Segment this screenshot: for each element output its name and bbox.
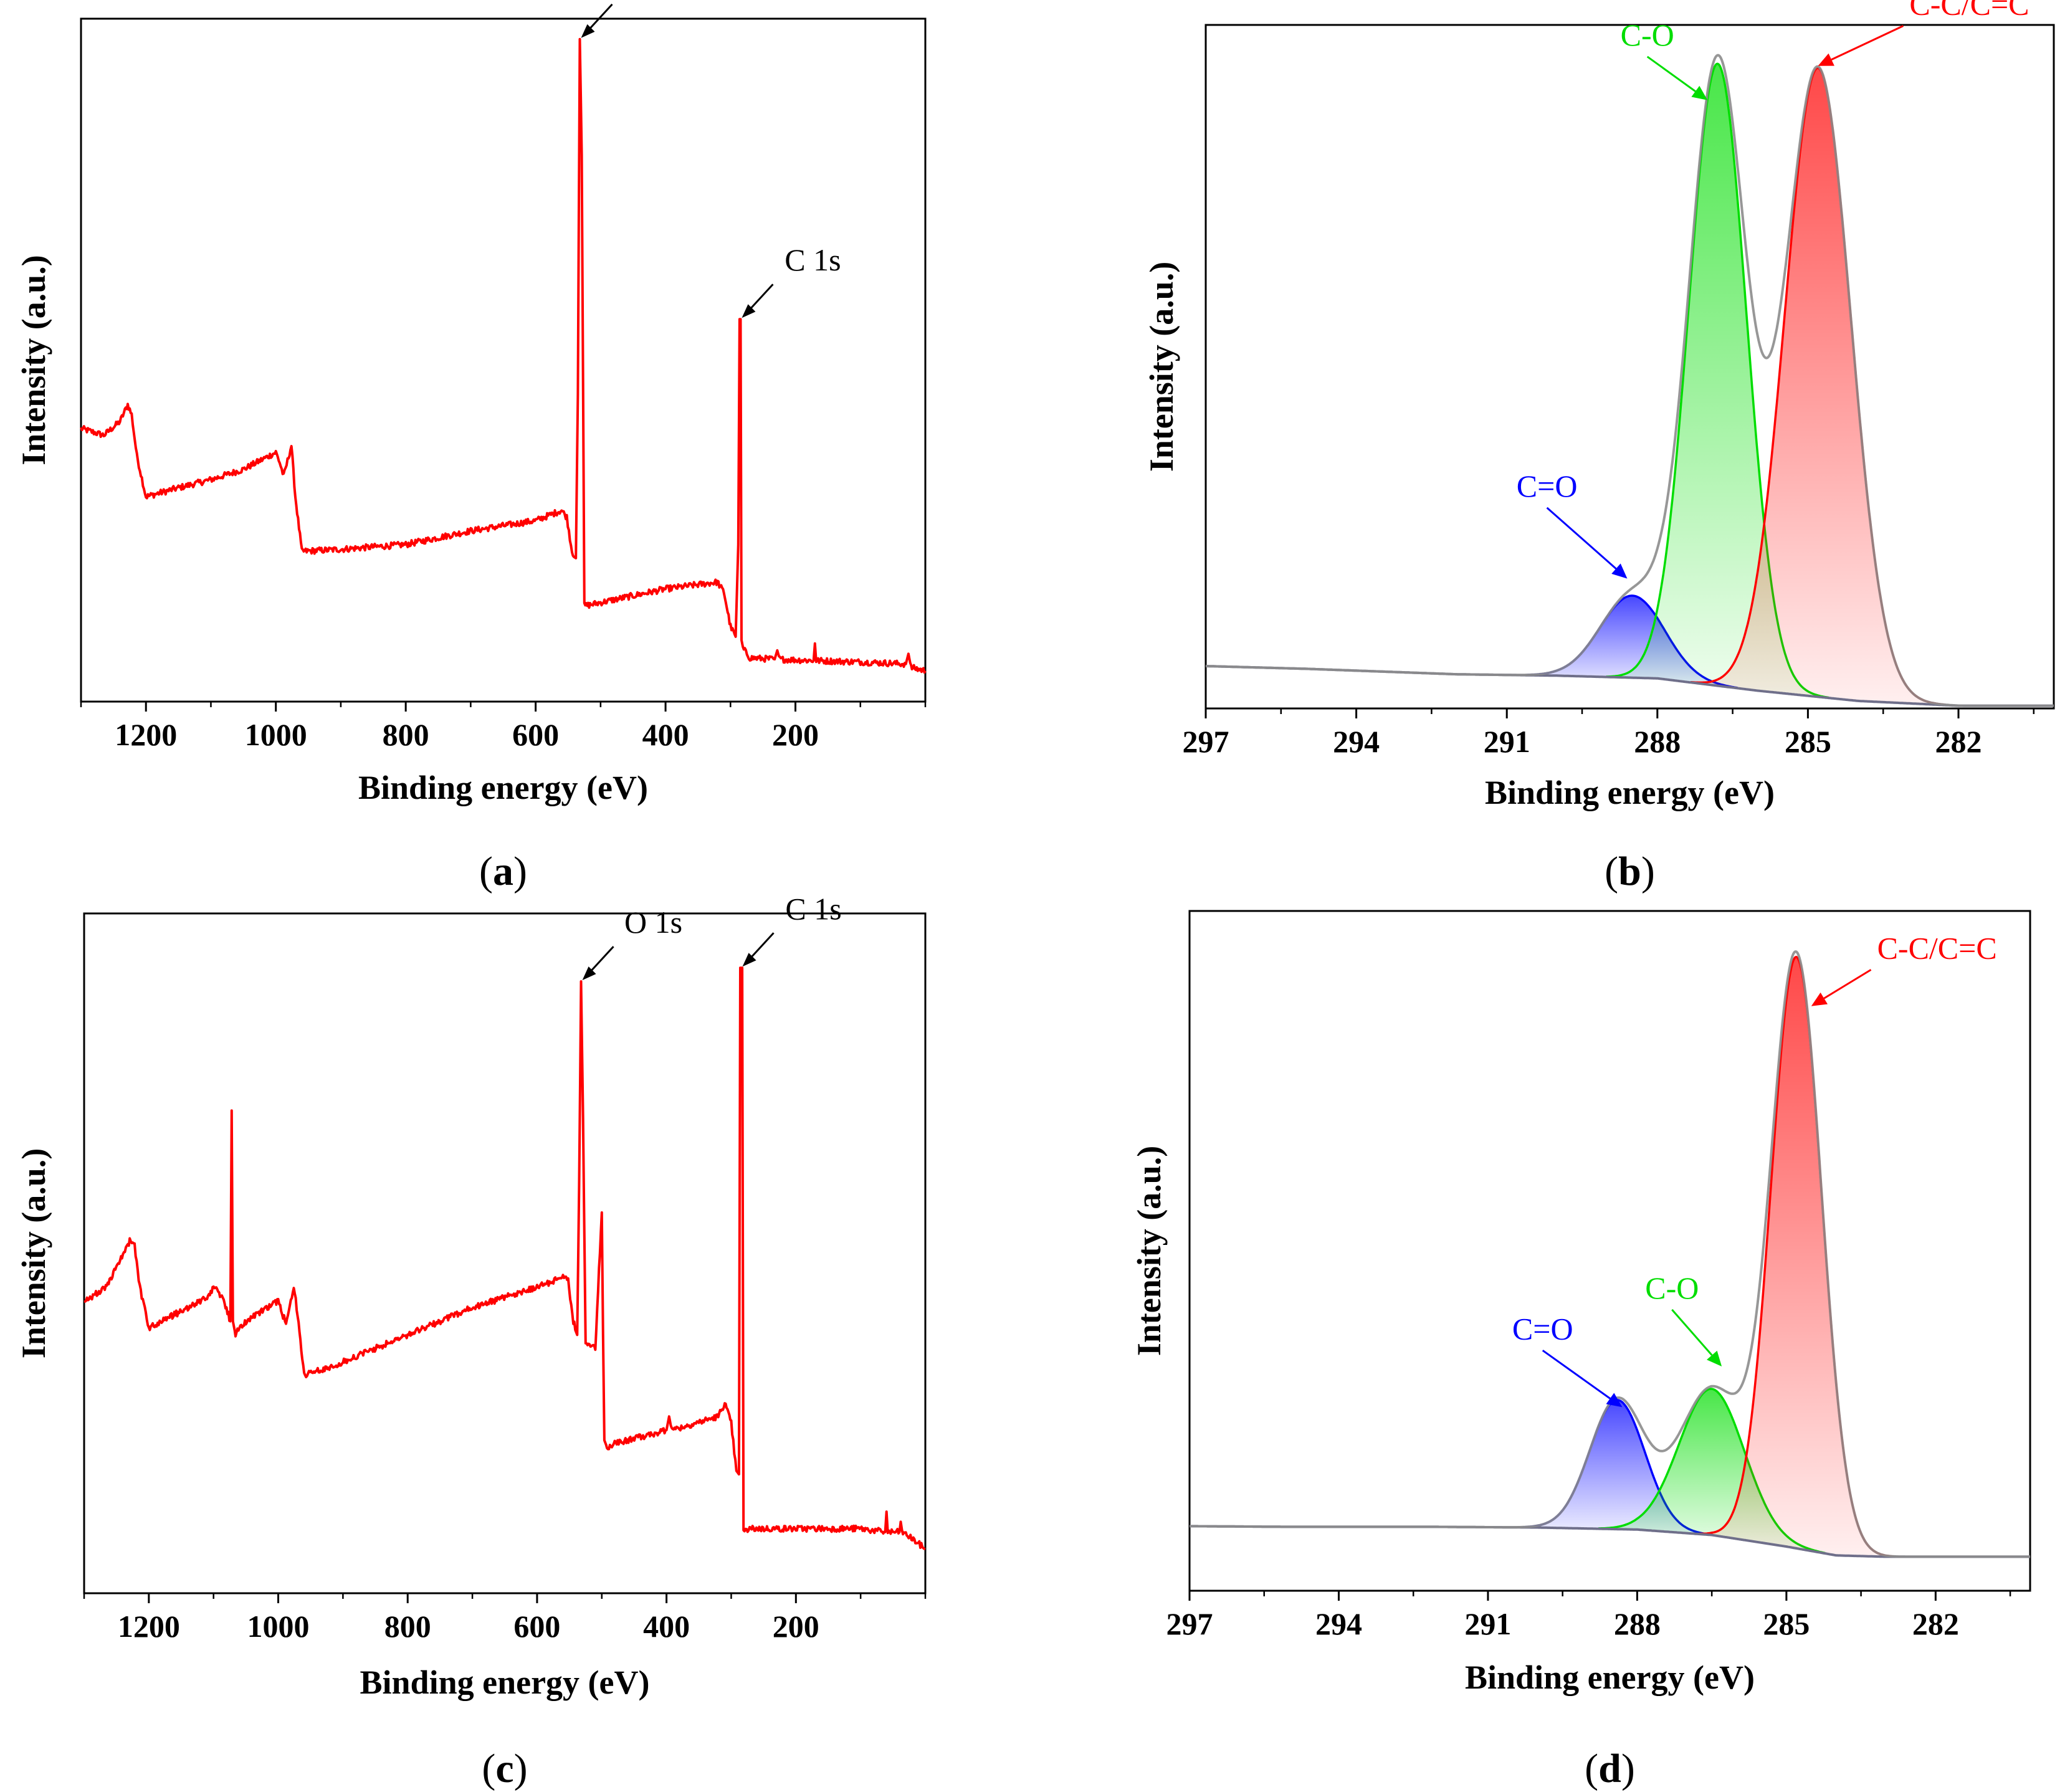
annotation-arrow bbox=[1831, 25, 1904, 60]
plot-frame bbox=[1204, 24, 2055, 710]
annotation-arrowhead bbox=[1606, 1393, 1623, 1408]
x-tick-label: 294 bbox=[1315, 1606, 1362, 1641]
x-axis-label: Binding energy (eV) bbox=[360, 1664, 650, 1701]
panel-d: 297 294 291 288 285 282 Binding energy (eV) Int… bbox=[1130, 910, 2031, 1791]
panel-a: 1200 1000 800 600 400 200 Binding energy (eV) I… bbox=[15, 3, 927, 894]
panel-b: 297 294 291 288 285 282 Binding energy (eV) Int… bbox=[1143, 0, 2055, 894]
x-axis-label: Binding energy (eV) bbox=[1465, 1659, 1755, 1696]
background-baseline bbox=[1190, 1525, 2030, 1558]
x-tick-label: 200 bbox=[772, 717, 819, 752]
x-tick-label: 1200 bbox=[115, 717, 177, 752]
x-tick-label: 1200 bbox=[118, 1609, 180, 1644]
panel-label: (a) bbox=[479, 849, 527, 894]
annotation-arrowhead bbox=[1707, 1350, 1722, 1366]
survey-spectrum-line bbox=[80, 37, 927, 674]
x-tick-label: 800 bbox=[383, 717, 429, 752]
annotation-arrow bbox=[1646, 55, 1696, 92]
x-tick-label: 1000 bbox=[245, 717, 307, 752]
annotation-arrow bbox=[1542, 1350, 1611, 1399]
x-tick-label: 1000 bbox=[247, 1609, 310, 1644]
component-label: C-O bbox=[1645, 1270, 1699, 1305]
panel-label: (b) bbox=[1605, 849, 1655, 894]
x-tick-label: 800 bbox=[384, 1609, 431, 1644]
panel-letter: c bbox=[495, 1746, 513, 1791]
x-tick-label: 600 bbox=[512, 717, 559, 752]
y-axis-label: Intensity (a.u.) bbox=[15, 1148, 52, 1359]
panel-letter: a bbox=[493, 849, 513, 894]
plot-frame bbox=[80, 17, 927, 703]
annotation-arrowhead bbox=[1691, 85, 1708, 100]
x-tick-label: 291 bbox=[1464, 1606, 1511, 1641]
plot-frame bbox=[83, 912, 927, 1594]
annotation-arrow bbox=[1823, 969, 1872, 999]
plot-frame bbox=[1188, 910, 2031, 1592]
x-tick-label: 400 bbox=[643, 1609, 690, 1644]
component-label: C-O bbox=[1621, 17, 1674, 52]
panel-label: (d) bbox=[1585, 1746, 1635, 1791]
y-axis-label: Intensity (a.u.) bbox=[15, 255, 52, 465]
annotation-arrowhead bbox=[1818, 53, 1834, 66]
peak-label: C 1s bbox=[785, 242, 841, 277]
panel-label: (c) bbox=[482, 1746, 527, 1791]
annotation-arrowhead bbox=[581, 24, 595, 38]
component-label: C-C/C=C bbox=[1909, 0, 2029, 22]
x-tick-label: 297 bbox=[1183, 724, 1229, 759]
annotation-arrowhead bbox=[582, 966, 596, 981]
annotation-arrowhead bbox=[742, 953, 756, 967]
x-axis-label: Binding energy (eV) bbox=[1485, 774, 1775, 811]
annotation-arrow bbox=[1546, 507, 1617, 570]
component-label: C=O bbox=[1517, 469, 1578, 503]
x-axis-label: Binding energy (eV) bbox=[358, 769, 648, 806]
annotation-arrow bbox=[1671, 1308, 1713, 1356]
x-tick-label: 288 bbox=[1634, 724, 1681, 759]
x-tick-label: 200 bbox=[773, 1609, 819, 1644]
x-tick-label: 400 bbox=[642, 717, 689, 752]
peak-label: O 1s bbox=[624, 905, 682, 940]
peak-label: C 1s bbox=[785, 891, 841, 926]
y-axis-label: Intensity (a.u.) bbox=[1143, 262, 1180, 472]
x-tick-label: 291 bbox=[1484, 724, 1530, 759]
panel-c: 1200 1000 800 600 400 200 Binding energy (eV) I… bbox=[15, 891, 927, 1791]
x-tick-label: 282 bbox=[1912, 1606, 1959, 1641]
component-fill-c-c-c-c bbox=[1699, 956, 1894, 1557]
annotation-arrowhead bbox=[742, 304, 756, 318]
envelope-line bbox=[1206, 54, 2054, 707]
x-tick-label: 285 bbox=[1785, 724, 1831, 759]
component-fill-c-o bbox=[1606, 64, 1829, 698]
x-tick-label: 285 bbox=[1763, 1606, 1810, 1641]
x-tick-label: 288 bbox=[1614, 1606, 1661, 1641]
x-tick-label: 294 bbox=[1333, 724, 1380, 759]
panel-letter: d bbox=[1598, 1746, 1621, 1791]
survey-spectrum-line bbox=[83, 966, 926, 1551]
x-tick-label: 297 bbox=[1166, 1606, 1213, 1641]
x-tick-label: 282 bbox=[1935, 724, 1982, 759]
x-tick-label: 600 bbox=[513, 1609, 560, 1644]
panel-letter: b bbox=[1618, 849, 1641, 894]
component-label: C-C/C=C bbox=[1877, 930, 1997, 965]
annotation-arrowhead bbox=[1611, 563, 1628, 579]
component-fill-c-c-c-c bbox=[1690, 68, 1945, 705]
component-label: C=O bbox=[1512, 1311, 1573, 1346]
annotation-arrowhead bbox=[1811, 992, 1828, 1006]
y-axis-label: Intensity (a.u.) bbox=[1130, 1146, 1168, 1356]
